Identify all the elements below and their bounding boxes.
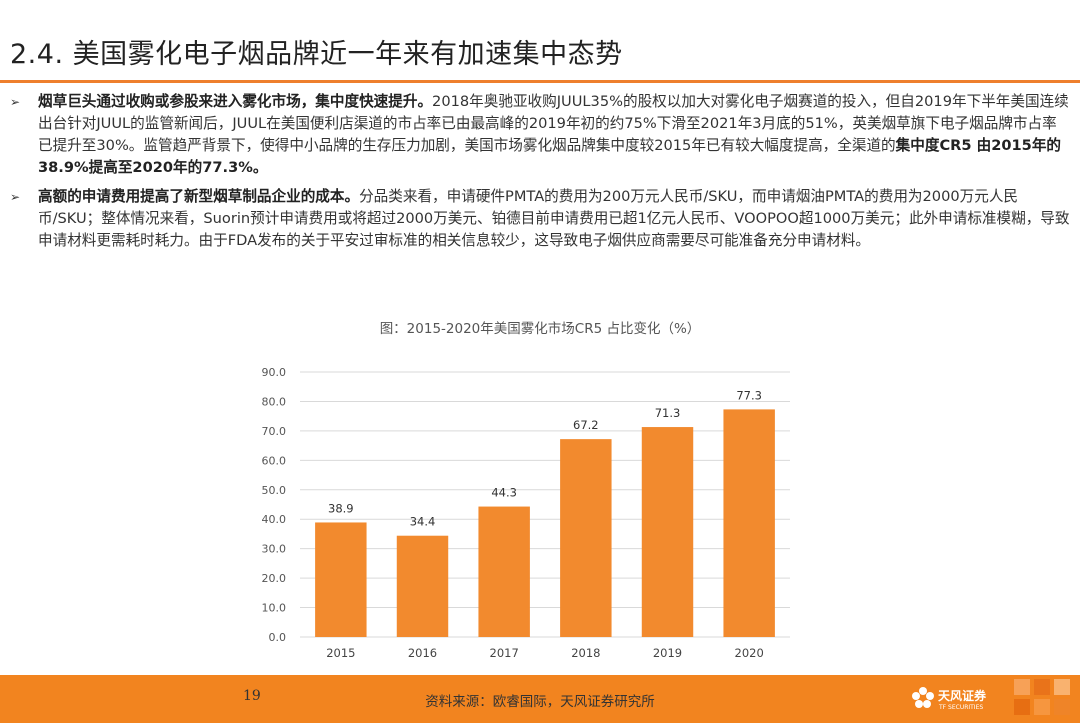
bullet-heading: 烟草巨头通过收购或参股来进入雾化市场，集中度快速提升。 <box>38 93 433 110</box>
data-label: 67.2 <box>573 418 599 432</box>
y-tick-label: 20.0 <box>262 572 287 585</box>
x-tick-label: 2020 <box>735 646 764 660</box>
bar <box>315 522 367 637</box>
y-tick-label: 30.0 <box>262 543 287 556</box>
y-tick-label: 90.0 <box>262 366 287 379</box>
y-tick-label: 80.0 <box>262 395 287 408</box>
page-title: 2.4. 美国雾化电子烟品牌近一年来有加速集中态势 <box>10 39 623 70</box>
y-tick-label: 50.0 <box>262 484 287 497</box>
data-label: 71.3 <box>655 406 681 420</box>
data-label: 38.9 <box>328 501 354 515</box>
data-label: 34.4 <box>410 515 436 529</box>
bullet-heading: 高额的申请费用提高了新型烟草制品企业的成本。 <box>38 188 360 205</box>
x-tick-label: 2015 <box>326 646 355 660</box>
chart-caption: 图：2015-2020年美国雾化市场CR5 占比变化（%） <box>379 321 701 337</box>
bar <box>396 535 449 637</box>
arrow-bullet-icon: ➢ <box>10 190 21 204</box>
cr5-bar-chart: 0.0 10.0 20.0 30.0 40.0 50.0 60.0 70.0 80.0 90.0 3… <box>262 366 790 660</box>
bar <box>641 427 694 637</box>
bar <box>478 506 530 637</box>
arrow-bullet-icon: ➢ <box>10 95 21 109</box>
bullet-text: 分品类来看，申请硬件PMTA的费用为200万元人民币/SKU，而申请烟油PMTA… <box>38 188 1070 249</box>
x-tick-label: 2018 <box>571 646 600 660</box>
x-tick-label: 2017 <box>490 646 519 660</box>
bullet-item: ➢ 烟草巨头通过收购或参股来进入雾化市场，集中度快速提升。2018年奥驰亚收购J… <box>8 91 1070 179</box>
y-tick-label: 10.0 <box>262 602 287 615</box>
decorative-squares <box>1014 679 1070 715</box>
y-tick-label: 70.0 <box>262 425 287 438</box>
bullet-highlight: 集中度CR5 由2015年的38.9%提高至2020年的77.3%。 <box>38 137 1062 176</box>
page-number: 19 <box>243 688 261 704</box>
y-tick-label: 0.0 <box>269 631 287 644</box>
source-note: 资料来源：欧睿国际，天风证券研究所 <box>425 694 655 710</box>
data-label: 77.3 <box>736 388 762 402</box>
y-tick-label: 60.0 <box>262 454 287 467</box>
bar <box>560 439 612 637</box>
data-label: 44.3 <box>491 486 517 500</box>
bullet-list: ➢ 烟草巨头通过收购或参股来进入雾化市场，集中度快速提升。2018年奥驰亚收购J… <box>8 91 1070 259</box>
footer-bar <box>0 675 1080 723</box>
logo-name: 天风证券 <box>938 689 987 703</box>
bullet-item: ➢ 高额的申请费用提高了新型烟草制品企业的成本。分品类来看，申请硬件PMTA的费… <box>8 186 1070 252</box>
x-tick-label: 2016 <box>408 646 437 660</box>
company-logo: 天风证券 TF SECURITIES <box>910 684 1010 718</box>
y-tick-label: 40.0 <box>262 513 287 526</box>
logo-subtitle: TF SECURITIES <box>939 704 984 711</box>
flower-logo-icon <box>912 687 934 708</box>
bullet-text: 2018年奥驰亚收购JUUL35%的股权以加大对雾化电子烟赛道的投入，但自201… <box>38 93 1069 154</box>
bar <box>723 409 775 637</box>
x-tick-label: 2019 <box>653 646 682 660</box>
title-underline <box>0 80 1080 83</box>
